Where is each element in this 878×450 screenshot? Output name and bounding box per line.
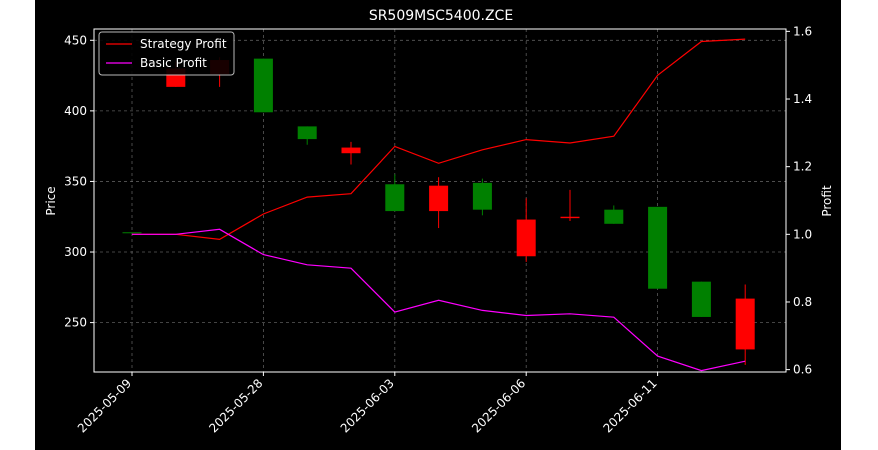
y-tick-label-right: 1.4: [793, 92, 812, 106]
candle-body: [735, 298, 755, 350]
candle-body: [648, 206, 668, 289]
legend: Strategy Profit Basic Profit: [98, 31, 235, 76]
strategy-profit-line: [132, 38, 746, 241]
legend-label-basic: Basic Profit: [140, 56, 207, 70]
y-tick-label-left: 400: [64, 104, 87, 118]
candle-body: [253, 58, 273, 113]
legend-box: [98, 31, 235, 76]
y-tick-label-right: 1.6: [793, 24, 812, 38]
y-axis-label-right: Profit: [820, 185, 834, 217]
candle-body: [691, 281, 711, 317]
candle-body: [604, 209, 624, 224]
candle-body: [341, 147, 361, 154]
candle-body: [297, 126, 317, 140]
basic-profit-line: [132, 228, 746, 372]
chart-title: SR509MSC5400.ZCE: [369, 8, 513, 24]
plot-frame: [93, 28, 787, 373]
y-tick-label-right: 1.2: [793, 160, 812, 174]
candle-body: [429, 185, 449, 212]
y-tick-label-right: 0.6: [793, 363, 812, 377]
candle-body: [122, 232, 142, 234]
y-tick-label-left: 450: [64, 33, 87, 47]
y-tick-label-left: 300: [64, 245, 87, 259]
y-tick-label-right: 1.0: [793, 227, 812, 241]
legend-label-strategy: Strategy Profit: [140, 37, 227, 51]
y-tick-label-right: 0.8: [793, 295, 812, 309]
y-tick-label-left: 250: [64, 316, 87, 330]
candle-body: [472, 182, 492, 210]
y-axis-label-left: Price: [44, 186, 58, 215]
candle-body: [516, 219, 536, 257]
candle-body: [385, 184, 405, 212]
candle-body: [560, 216, 580, 219]
profit-lines-layer: [132, 38, 746, 372]
y-tick-label-left: 350: [64, 174, 87, 188]
